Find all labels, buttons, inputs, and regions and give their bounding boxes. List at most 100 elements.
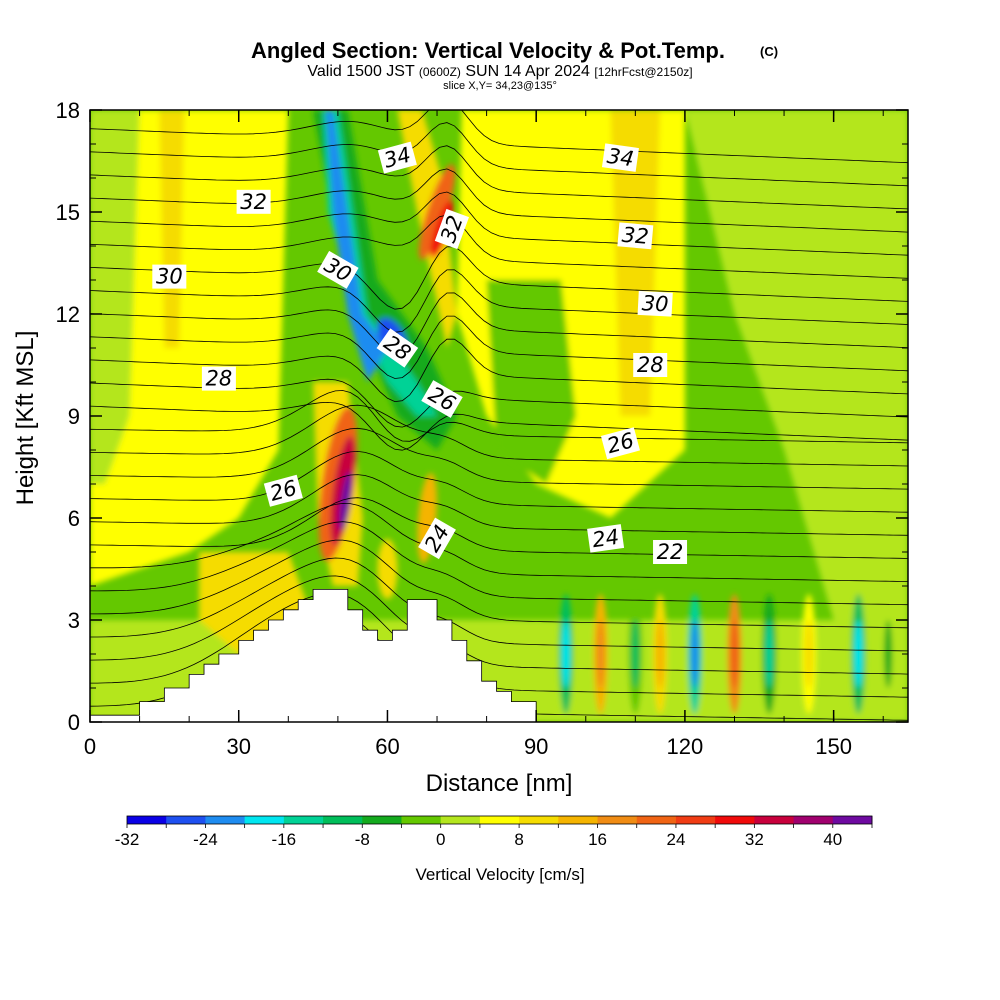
isentrope-label: 22 xyxy=(653,540,688,564)
isentrope-label: 34 xyxy=(601,143,639,172)
label-box xyxy=(653,540,688,564)
colorbar-swatch xyxy=(832,816,873,824)
region-green-west xyxy=(90,110,140,484)
terrain xyxy=(90,589,537,722)
label-text: 30 xyxy=(156,265,183,289)
colorbar-swatch xyxy=(127,816,167,824)
y-tick-label: 15 xyxy=(56,200,80,225)
label-text: 34 xyxy=(606,144,636,171)
label-text: 30 xyxy=(641,291,669,316)
valid-time-local: Valid 1500 JST xyxy=(307,63,415,80)
isentrope-line xyxy=(90,474,908,536)
isentrope-line xyxy=(90,557,908,652)
label-box xyxy=(633,353,668,377)
colorbar-tick-label: -32 xyxy=(115,830,140,849)
label-box xyxy=(421,380,463,418)
region-midgreen xyxy=(486,280,576,484)
colorbar-swatch xyxy=(362,816,402,824)
valid-time-utc: (0600Z) xyxy=(419,65,461,79)
lee-wave-core-9 xyxy=(884,620,893,688)
colorbar-swatch xyxy=(283,816,324,824)
lee-wave-core-1 xyxy=(596,620,605,688)
lee-wave-core-7 xyxy=(804,620,813,688)
vertical-velocity-shading xyxy=(90,110,908,722)
isentrope-line xyxy=(90,593,908,698)
isentrope-label: 32 xyxy=(434,208,469,250)
colorbar-swatch xyxy=(675,816,716,824)
lee-wave-core-3 xyxy=(656,620,665,688)
isentrope-label: 26 xyxy=(263,474,303,507)
valid-time: Valid 1500 JST (0600Z) SUN 14 Apr 2024 [… xyxy=(307,63,692,80)
colorbar-tick-label: -24 xyxy=(193,830,218,849)
colorbar-tick-label: 0 xyxy=(436,830,445,849)
x-tick-label: 150 xyxy=(815,734,852,759)
updraft-tertiary xyxy=(377,539,398,599)
y-tick-label: 9 xyxy=(68,404,80,429)
colorbar: -32 -24 -16 -8 0 8 16 24 32 40 xyxy=(115,815,873,849)
isentrope-line xyxy=(90,191,908,256)
isentrope-label: 34 xyxy=(377,141,417,174)
label-box xyxy=(637,290,673,317)
isentrope-line xyxy=(90,502,908,582)
colorbar-tick-label: 8 xyxy=(514,830,523,849)
isentrope-line xyxy=(90,539,908,629)
colorbar-swatch xyxy=(558,816,599,824)
x-axis-label: Distance [nm] xyxy=(426,770,573,797)
isentrope-label: 30 xyxy=(637,290,673,317)
colorbar-tick-label: 16 xyxy=(588,830,607,849)
label-box xyxy=(263,474,303,507)
colorbar-swatch xyxy=(715,816,755,824)
region-lightgreen xyxy=(90,110,289,586)
isentrope-line xyxy=(90,110,908,164)
lee-wave-core-8 xyxy=(854,620,863,688)
label-box xyxy=(377,141,417,174)
isentrope-label: 28 xyxy=(633,353,668,377)
label-box xyxy=(587,524,625,553)
y-tick-label: 3 xyxy=(68,608,80,633)
label-box xyxy=(152,264,187,289)
isentrope-line xyxy=(90,427,908,490)
label-box xyxy=(434,208,469,250)
plot-area xyxy=(90,110,908,722)
isentrope-line xyxy=(90,497,908,559)
x-tick-label: 30 xyxy=(226,734,250,759)
isentrope-line xyxy=(90,145,908,210)
isentrope-line xyxy=(90,338,908,403)
isentrope-line xyxy=(90,168,908,233)
colorbar-swatch xyxy=(401,816,442,824)
label-text: 24 xyxy=(591,525,621,552)
colorbar-frame xyxy=(126,815,873,825)
downdraft-core xyxy=(325,110,388,382)
colorbar-tick-label: 32 xyxy=(745,830,764,849)
label-text: 32 xyxy=(621,223,650,249)
x-tick-label: 120 xyxy=(667,734,704,759)
isentrope-label: 32 xyxy=(617,222,654,250)
label-text: 28 xyxy=(637,353,664,377)
lee-wave-core-6 xyxy=(765,620,774,688)
colorbar-tick-label: -16 xyxy=(272,830,297,849)
label-text: 28 xyxy=(206,367,233,391)
lee-wave-core-5 xyxy=(730,620,739,688)
label-text: 22 xyxy=(657,540,684,564)
updraft-upper-mid xyxy=(418,164,456,260)
axes: 0 30 60 90 120 150 0 3 6 9 12 15 18 xyxy=(56,98,908,759)
colorbar-swatch xyxy=(166,816,206,824)
forecast-info: [12hrFcst@2150z] xyxy=(594,65,692,79)
slice-info: slice X,Y= 34,23@135° xyxy=(443,80,557,92)
colorbar-swatch xyxy=(205,816,246,824)
label-box xyxy=(317,250,359,289)
isentrope-line xyxy=(90,246,908,310)
isentrope-line xyxy=(90,214,908,279)
colorbar-tick-label: -8 xyxy=(355,830,370,849)
colorbar-tick-label: 40 xyxy=(823,830,842,849)
x-tick-label: 90 xyxy=(524,734,548,759)
colorbar-label: Vertical Velocity [cm/s] xyxy=(415,865,584,884)
colorbar-swatch xyxy=(479,816,520,824)
isentrope-line xyxy=(90,404,908,467)
x-tick-label: 0 xyxy=(84,734,96,759)
isentrope-line xyxy=(90,269,908,333)
updraft-lower-peak xyxy=(338,471,352,531)
isentrope-label: 28 xyxy=(201,366,236,391)
potential-temperature-contours xyxy=(90,110,908,721)
